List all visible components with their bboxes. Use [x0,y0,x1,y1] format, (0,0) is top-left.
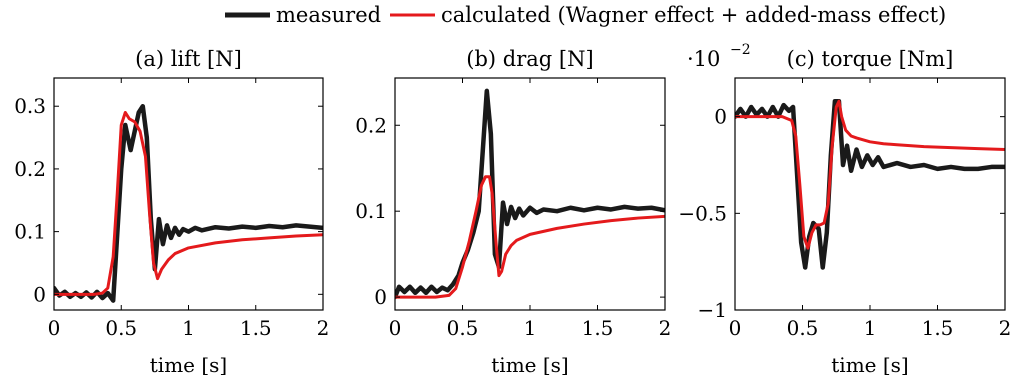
series-line-measured [54,103,323,303]
y-tick-label: 0 [714,105,727,129]
x-tick-label: 1 [182,316,195,340]
x-tick-label: 0 [48,316,61,340]
x-tick-label: 2 [999,316,1012,340]
y-scale-exponent: −2 [730,42,751,58]
panel-title: (b) drag [N] [466,47,593,71]
x-tick-label: 0.5 [105,316,137,340]
x-tick-label: 2 [659,316,672,340]
series-line-calculated [395,175,665,299]
x-tick-label: 1 [864,316,877,340]
x-tick-label: 0.5 [787,316,819,340]
series-line-calculated [54,110,323,296]
y-tick-label: −1 [698,298,727,322]
panel-1: 0 0.5 1 1.5 2 0 0.1 0.2 0.3 (a) lift [N] time [s] [14,47,329,377]
legend-label-calculated: calculated (Wagner effect + added-mass e… [441,3,946,27]
x-tick-label: 0 [389,316,402,340]
x-tick-label: 1.5 [922,316,954,340]
x-axis-label: time [s] [150,353,227,377]
y-tick-label: 0 [374,285,387,309]
series-group [54,103,323,303]
x-tick-label: 2 [317,316,330,340]
series-group [395,88,665,300]
y-tick-label: 0.1 [14,220,46,244]
plot-frame [53,77,324,311]
y-tick-label: 0.2 [14,157,46,181]
y-tick-label: 0.2 [355,113,387,137]
panel-3: 0 0.5 1 1.5 2 0 −0.5 −1 (c) torque [Nm] time [s] ·… [678,42,1011,377]
y-scale-label: ·10 [687,47,720,71]
panel-title: (a) lift [N] [135,47,242,71]
panel-title: (c) torque [Nm] [787,47,954,71]
y-tick-label: 0 [33,282,46,306]
x-axis-label: time [s] [491,353,568,377]
series-line-measured [735,98,1005,270]
series-line-measured [395,88,665,300]
panel-2: 0 0.5 1 1.5 2 0 0.1 0.2 (b) drag [N] time [s] [355,47,671,377]
x-tick-label: 1.5 [240,316,272,340]
x-tick-label: 0.5 [447,316,479,340]
x-axis-label: time [s] [831,353,908,377]
y-tick-label: −0.5 [678,201,727,225]
series-line-calculated [735,99,1005,250]
plot-frame [394,77,666,311]
x-tick-label: 1 [524,316,537,340]
y-tick-label: 0.1 [355,199,387,223]
y-tick-label: 0.3 [14,94,46,118]
series-group [735,98,1005,270]
legend-label-measured: measured [276,3,381,27]
legend: measured calculated (Wagner effect + add… [225,3,946,27]
x-tick-label: 1.5 [582,316,614,340]
x-tick-label: 0 [729,316,742,340]
